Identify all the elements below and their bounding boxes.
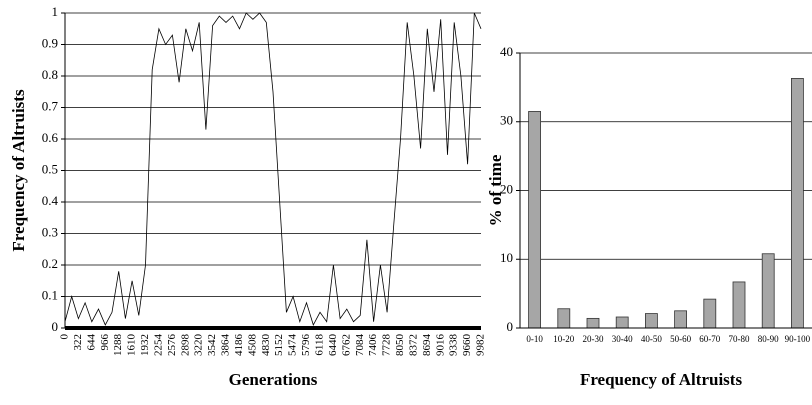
x-tick-label: 4508 [246, 334, 258, 357]
x-tick-label: 1932 [139, 334, 151, 356]
x-tick-label: 80-90 [758, 334, 779, 344]
y-tick-label: 30 [500, 113, 513, 128]
x-tick-label: 2898 [179, 334, 191, 357]
x-tick-label: 5152 [273, 334, 285, 356]
y-tick-label: 10 [500, 250, 513, 265]
x-tick-label: 9338 [448, 334, 460, 357]
x-tick-label: 2254 [152, 334, 164, 357]
bar [528, 111, 541, 329]
x-tick-label: 6762 [340, 334, 352, 356]
bar [732, 281, 746, 329]
x-tick-label: 90-100 [785, 334, 811, 344]
x-tick-label: 4186 [233, 334, 245, 357]
y-tick-label: 0.5 [42, 161, 58, 176]
x-tick-label: 8372 [407, 334, 419, 356]
y-axis-title: Frequency of Altruists [9, 89, 28, 252]
y-tick-label: 20 [500, 181, 513, 196]
x-tick-label: 6440 [327, 334, 339, 357]
x-tick-label: 6118 [313, 334, 325, 356]
x-tick-label: 5474 [287, 334, 299, 357]
x-tick-label: 0-10 [526, 334, 543, 344]
x-tick-label: 50-60 [670, 334, 691, 344]
x-tick-label: 322 [72, 334, 84, 351]
x-tick-label: 1288 [112, 334, 124, 357]
y-tick-label: 0.3 [42, 224, 58, 239]
y-tick-label: 0 [52, 319, 59, 334]
x-axis-title: Generations [229, 370, 318, 389]
x-tick-label: 8694 [421, 334, 433, 357]
y-tick-label: 0.6 [42, 130, 59, 145]
x-tick-label: 1610 [126, 334, 138, 357]
y-tick-label: 0.9 [42, 35, 58, 50]
bar [645, 313, 658, 329]
x-tick-label: 0 [59, 334, 71, 340]
y-tick-label: 0.4 [42, 193, 59, 208]
x-tick-label: 2576 [166, 334, 178, 357]
bar [586, 317, 600, 329]
x-tick-label: 5796 [300, 334, 312, 357]
bar [674, 310, 687, 329]
x-tick-label: 3220 [193, 334, 205, 357]
y-tick-label: 0.8 [42, 67, 58, 82]
y-tick-label: 0.2 [42, 256, 58, 271]
x-tick-label: 7084 [354, 334, 366, 357]
y-tick-label: 0.1 [42, 287, 58, 302]
x-tick-label: 3864 [220, 334, 232, 357]
x-tick-label: 3542 [206, 334, 218, 356]
x-tick-label: 644 [85, 334, 97, 351]
x-tick-label: 30-40 [612, 334, 633, 344]
bar [557, 308, 571, 329]
x-tick-label: 7406 [367, 334, 379, 357]
bar [791, 78, 804, 329]
x-tick-label: 9982 [475, 334, 487, 356]
x-tick-label: 966 [99, 334, 111, 351]
y-tick-label: 40 [500, 44, 513, 59]
y-tick-label: 1 [52, 4, 59, 19]
x-tick-label: 7728 [381, 334, 393, 357]
y-tick-label: 0 [507, 319, 514, 334]
data-line [64, 12, 482, 326]
bar [761, 253, 775, 329]
bar [703, 298, 717, 329]
x-tick-label: 8050 [394, 334, 406, 357]
x-tick-label: 70-80 [729, 334, 750, 344]
x-tick-label: 4830 [260, 334, 272, 357]
x-tick-label: 40-50 [641, 334, 662, 344]
bar [615, 316, 629, 329]
x-tick-label: 9016 [434, 334, 446, 357]
x-tick-label: 60-70 [699, 334, 720, 344]
x-tick-label: 10-20 [553, 334, 574, 344]
x-axis-title: Frequency of Altruists [580, 370, 743, 389]
y-axis-title: % of time [486, 154, 505, 226]
y-tick-label: 0.7 [42, 98, 59, 113]
x-tick-label: 20-30 [583, 334, 604, 344]
x-tick-label: 9660 [461, 334, 473, 357]
